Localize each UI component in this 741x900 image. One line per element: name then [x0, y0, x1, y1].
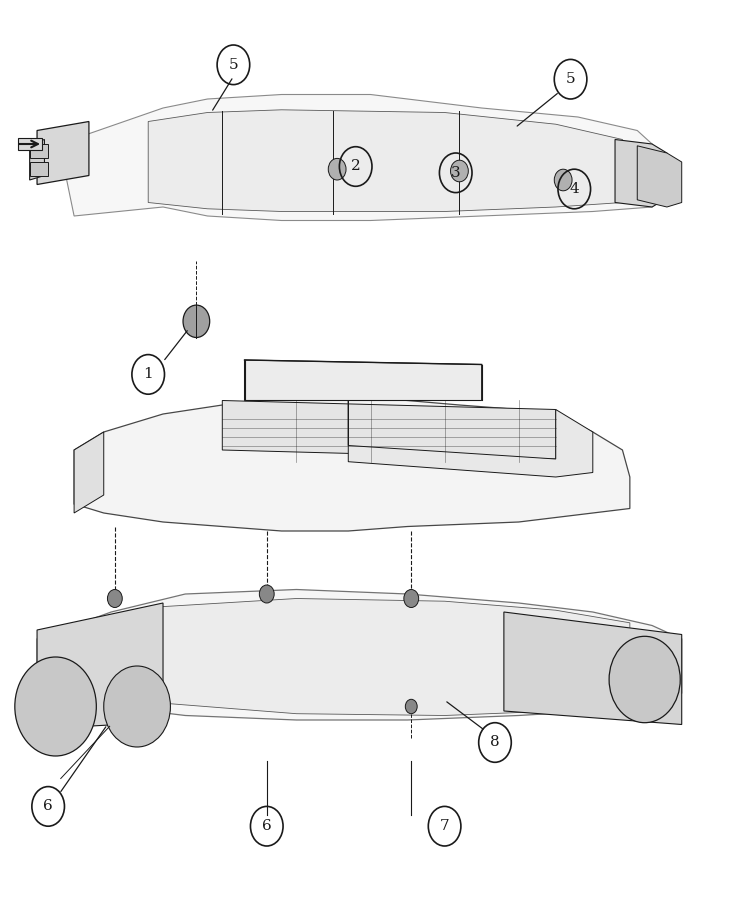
Polygon shape: [59, 94, 652, 220]
Circle shape: [15, 657, 96, 756]
Polygon shape: [637, 146, 682, 207]
Text: 1: 1: [143, 367, 153, 382]
Polygon shape: [37, 603, 163, 729]
Circle shape: [609, 636, 680, 723]
Polygon shape: [348, 396, 593, 477]
Text: 4: 4: [569, 182, 579, 196]
Polygon shape: [615, 140, 667, 207]
Circle shape: [183, 305, 210, 338]
Polygon shape: [148, 110, 622, 212]
Text: 6: 6: [43, 799, 53, 814]
Circle shape: [107, 590, 122, 608]
Circle shape: [451, 160, 468, 182]
Bar: [18, 138, 42, 150]
Circle shape: [404, 590, 419, 608]
Polygon shape: [37, 590, 682, 720]
Polygon shape: [148, 598, 630, 716]
Circle shape: [328, 158, 346, 180]
Polygon shape: [245, 360, 482, 400]
Text: 2: 2: [350, 159, 361, 174]
Circle shape: [259, 585, 274, 603]
Text: 6: 6: [262, 819, 272, 833]
Text: 7: 7: [440, 819, 449, 833]
Text: 8: 8: [491, 735, 499, 750]
Bar: [30, 144, 48, 158]
Polygon shape: [74, 432, 104, 513]
Polygon shape: [74, 396, 630, 531]
Polygon shape: [30, 140, 44, 180]
Bar: [30, 162, 48, 176]
Polygon shape: [504, 612, 682, 724]
Circle shape: [104, 666, 170, 747]
Polygon shape: [37, 122, 89, 184]
Text: 5: 5: [566, 72, 575, 86]
Polygon shape: [222, 400, 556, 459]
Circle shape: [405, 699, 417, 714]
Text: 3: 3: [451, 166, 460, 180]
Circle shape: [554, 169, 572, 191]
Text: 5: 5: [229, 58, 238, 72]
